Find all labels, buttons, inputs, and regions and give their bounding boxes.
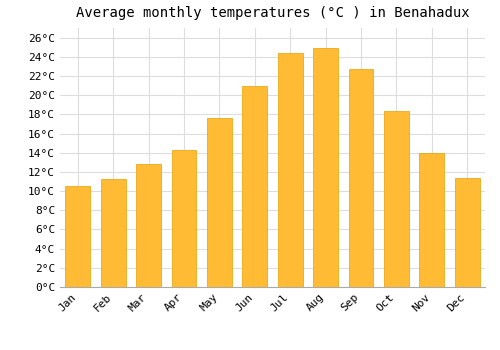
Bar <box>455 178 479 287</box>
Bar <box>313 48 338 287</box>
Bar <box>207 118 232 287</box>
Bar <box>420 153 444 287</box>
Bar <box>242 85 267 287</box>
Bar <box>66 186 90 287</box>
Title: Average monthly temperatures (°C ) in Benahadux: Average monthly temperatures (°C ) in Be… <box>76 6 469 20</box>
Bar <box>348 69 374 287</box>
Bar <box>100 178 126 287</box>
Bar <box>136 164 161 287</box>
Bar <box>278 53 302 287</box>
Bar <box>384 111 409 287</box>
Bar <box>172 150 196 287</box>
